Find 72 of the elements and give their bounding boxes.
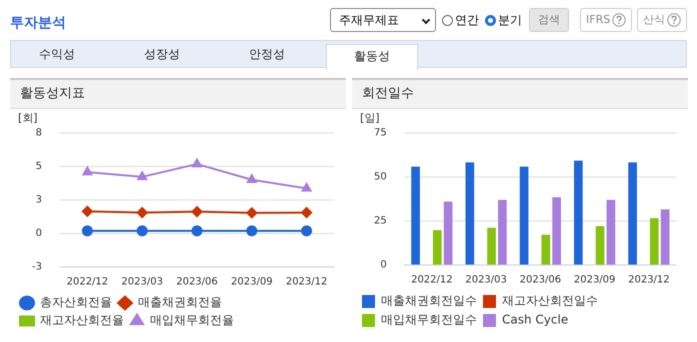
text: IFRS [580,8,632,32]
y-tick-label: 25 [374,216,387,227]
text: 분기 [498,13,522,27]
x-tick-label: 2023/12 [286,276,328,288]
x-tick-label: 2023/03 [121,276,163,288]
bar [487,228,496,264]
y-tick-label: 3 [36,194,42,206]
bar [498,200,507,264]
point [192,158,202,168]
x-tick-label: 2023/06 [520,274,562,286]
point [136,207,148,218]
point [191,206,202,218]
y-tick-label: 0 [380,260,387,271]
legend-label: 재고자산회전율 [40,313,124,328]
y-axis-title: [회] [18,111,38,124]
point [137,171,148,180]
y-tick-label: 8 [36,128,42,139]
point [136,225,148,236]
bar [444,202,452,264]
x-tick-label: 2023/06 [176,276,218,288]
point [301,207,312,218]
chart-title: 활동성지표 [10,80,346,109]
point [302,182,312,192]
text: 활동성 [326,44,418,70]
legend-label: Cash Cycle [502,312,568,327]
text: 주재무제표 [330,8,436,32]
text: 수익성 [38,46,76,63]
y-tick-label: 50 [374,172,387,183]
legend-label: 매입채무회전일수 [381,312,477,327]
point [246,207,258,218]
legend-label: 매입채무회전율 [150,313,234,328]
point [82,225,93,236]
point [246,174,257,184]
x-tick-label: 2022/12 [66,276,108,288]
bar [432,230,442,264]
x-tick-label: 2022/12 [411,274,453,286]
point [82,166,92,176]
y-tick-label: 0 [36,228,42,240]
text: 성장성 [143,46,181,63]
chart-title: 회전일수 [352,80,688,109]
y-tick-label: -3 [32,262,42,273]
legend-label: 매출채권회전율 [138,295,222,310]
x-tick-label: 2023/09 [231,276,273,288]
bar [541,234,550,264]
bar [596,226,604,264]
point [191,225,202,236]
bar [606,200,616,264]
bar [628,162,637,264]
bar [411,166,420,264]
point [82,206,93,217]
text: 연간 [455,13,479,27]
bar [574,160,583,264]
point [246,225,258,236]
bar [660,209,670,264]
point [301,225,312,236]
x-tick-label: 2023/03 [465,274,507,286]
x-tick-label: 2023/12 [628,274,670,286]
y-tick-label: 75 [374,128,387,139]
legend-label: 총자산회전율 [40,295,112,310]
y-tick-label: 5 [36,161,42,172]
bar [465,162,474,264]
text: 안정성 [248,46,286,63]
y-axis-title: [일] [360,111,380,124]
text: 산식 [637,8,687,32]
bar [552,197,561,264]
bar [520,166,528,264]
bar [650,218,659,264]
x-tick-label: 2023/09 [574,274,616,286]
text: 검색 [529,8,569,32]
text: 투자분석 [10,14,66,32]
legend-label: 매출채권회전일수 [381,294,477,308]
legend-label: 재고자산회전일수 [502,294,598,308]
